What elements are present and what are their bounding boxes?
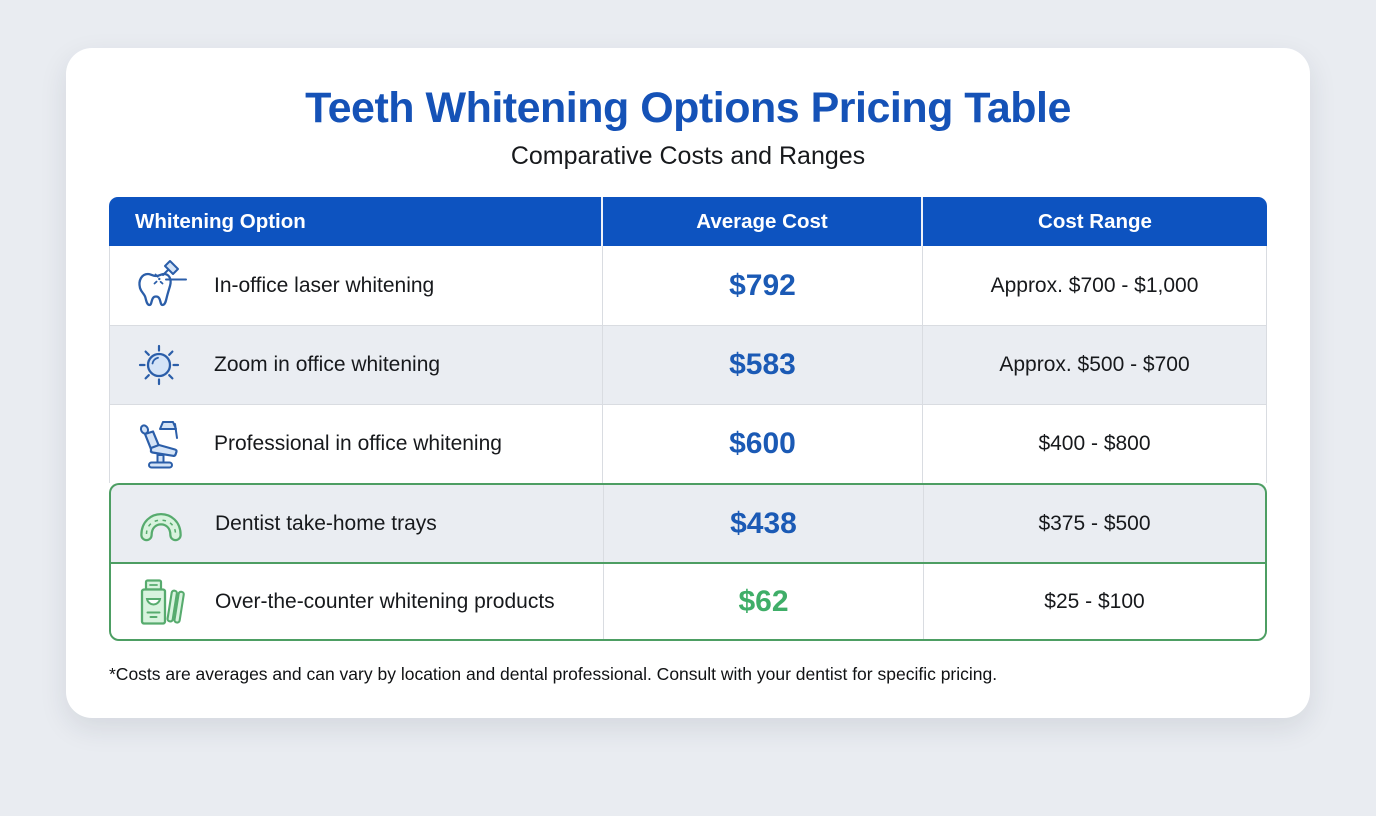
table-body: In-office laser whitening $792 Approx. $… <box>109 246 1267 641</box>
cost-range-cell: $25 - $100 <box>923 564 1265 639</box>
whitening-products-icon <box>132 573 190 631</box>
option-cell: In-office laser whitening <box>110 246 602 325</box>
option-label: Dentist take-home trays <box>215 511 437 535</box>
column-header-cost-range: Cost Range <box>921 197 1267 246</box>
table-row: Professional in office whitening $600 $4… <box>109 404 1267 483</box>
table-row: Over-the-counter whitening products $62 … <box>109 562 1267 641</box>
average-cost-cell: $62 <box>603 564 923 639</box>
average-cost-value: $583 <box>729 348 796 381</box>
table-row: Dentist take-home trays $438 $375 - $500 <box>109 483 1267 562</box>
average-cost-value: $438 <box>730 506 797 540</box>
average-cost-cell: $438 <box>603 485 923 562</box>
column-header-average-cost: Average Cost <box>601 197 921 246</box>
footnote: *Costs are averages and can vary by loca… <box>109 664 998 684</box>
pricing-card: Teeth Whitening Options Pricing Table Co… <box>66 48 1310 718</box>
average-cost-cell: $600 <box>602 405 922 483</box>
cost-range-cell: Approx. $700 - $1,000 <box>922 246 1266 325</box>
cost-range-value: $400 - $800 <box>1038 432 1151 455</box>
option-cell: Over-the-counter whitening products <box>111 564 603 639</box>
pricing-table: Whitening Option Average Cost Cost Range… <box>109 197 1267 641</box>
option-cell: Professional in office whitening <box>110 405 602 483</box>
cost-range-value: $25 - $100 <box>1044 589 1145 613</box>
average-cost-value: $62 <box>738 584 789 618</box>
cost-range-value: $375 - $500 <box>1038 511 1151 535</box>
table-row: In-office laser whitening $792 Approx. $… <box>109 246 1267 325</box>
option-label: Zoom in office whitening <box>214 353 441 376</box>
table-header-row: Whitening Option Average Cost Cost Range <box>109 197 1267 246</box>
average-cost-value: $600 <box>729 427 796 460</box>
zoom-light-icon <box>131 336 189 394</box>
option-label: Professional in office whitening <box>214 432 502 455</box>
cost-range-cell: $400 - $800 <box>922 405 1266 483</box>
dental-tray-icon <box>132 495 190 553</box>
average-cost-cell: $792 <box>602 246 922 325</box>
average-cost-cell: $583 <box>602 326 922 404</box>
cost-range-value: Approx. $500 - $700 <box>999 353 1190 376</box>
option-cell: Dentist take-home trays <box>111 485 603 562</box>
option-label: In-office laser whitening <box>214 273 435 297</box>
cost-range-cell: $375 - $500 <box>923 485 1265 562</box>
average-cost-value: $792 <box>729 268 796 302</box>
column-header-whitening-option: Whitening Option <box>135 209 306 233</box>
option-cell: Zoom in office whitening <box>110 326 602 404</box>
option-label: Over-the-counter whitening products <box>215 589 555 613</box>
cost-range-value: Approx. $700 - $1,000 <box>990 273 1199 297</box>
page-subtitle: Comparative Costs and Ranges <box>510 142 866 170</box>
cost-range-cell: Approx. $500 - $700 <box>922 326 1266 404</box>
table-row: Zoom in office whitening $583 Approx. $5… <box>109 325 1267 404</box>
page-title: Teeth Whitening Options Pricing Table <box>305 84 1071 132</box>
dental-chair-icon <box>131 415 189 473</box>
tooth-laser-icon <box>131 257 189 315</box>
